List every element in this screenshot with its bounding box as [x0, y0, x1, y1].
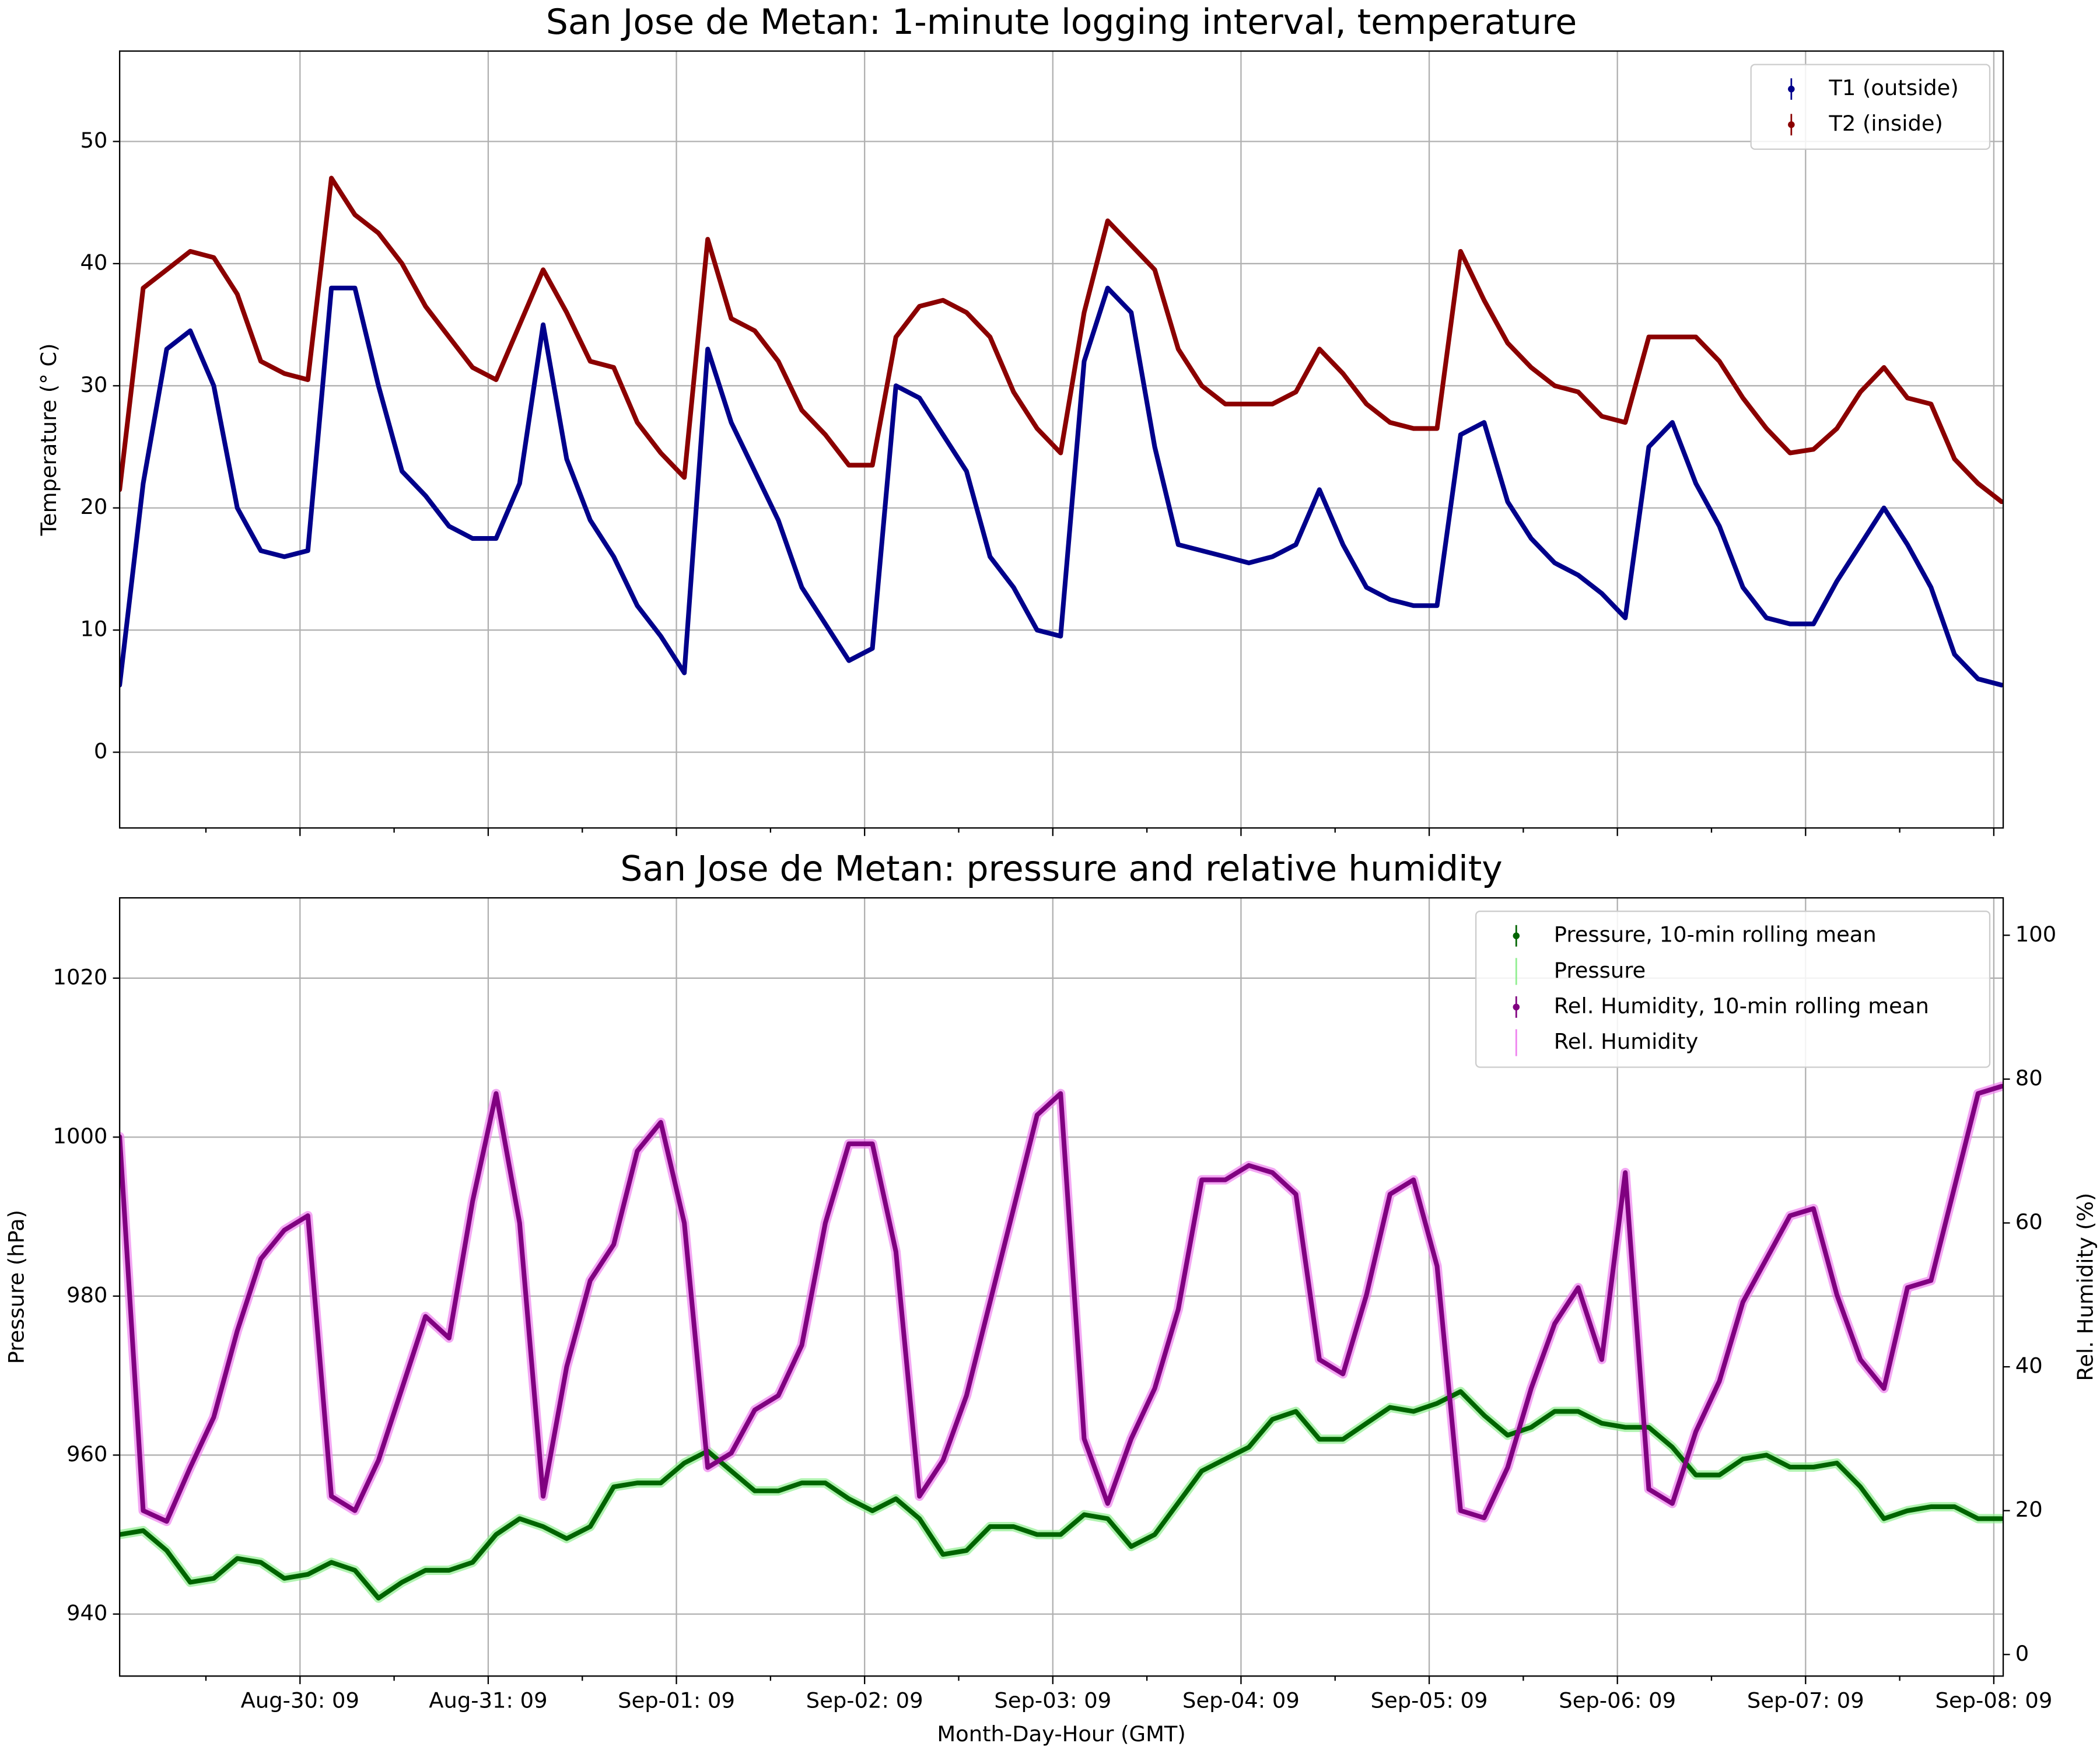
x-tick-label: Sep-04: 09: [1182, 1688, 1300, 1713]
legend-marker: [1788, 121, 1795, 128]
legend-marker: [1513, 1003, 1520, 1011]
legend-box: [1750, 64, 1991, 150]
x-tick-label: Sep-08: 09: [1936, 1688, 2053, 1713]
legend-label: Rel. Humidity: [1554, 1029, 1698, 1054]
y2-tick-label: 100: [2015, 922, 2056, 947]
x-tick-label: Sep-01: 09: [618, 1688, 735, 1713]
y2-tick-label: 80: [2015, 1065, 2043, 1090]
x-tick-label: Sep-05: 09: [1371, 1688, 1488, 1713]
legend-label: Pressure: [1554, 958, 1646, 983]
y-tick-label: 30: [80, 372, 107, 397]
y-tick-label: 1020: [53, 964, 108, 989]
chart-title: San Jose de Metan: pressure and relative…: [620, 849, 1502, 890]
y2-tick-label: 40: [2015, 1353, 2043, 1378]
y2-tick-label: 20: [2015, 1497, 2043, 1522]
x-tick-label: Sep-07: 09: [1747, 1688, 1864, 1713]
y-tick-label: 940: [66, 1600, 107, 1625]
y-tick-label: 50: [80, 128, 107, 153]
legend-label: T2 (inside): [1828, 111, 1943, 136]
y-tick-label: 10: [80, 617, 107, 642]
legend: Pressure, 10-min rolling mean Pressure Rel…: [1475, 911, 1991, 1068]
axes-frame: [118, 50, 2004, 829]
x-tick-label: Sep-03: 09: [994, 1688, 1111, 1713]
x-tick-label: Aug-31: 09: [429, 1688, 547, 1713]
y-tick-label: 0: [94, 738, 107, 764]
series-line: [120, 285, 2004, 688]
y-tick-label: 960: [66, 1441, 107, 1466]
y-tick-label: 980: [66, 1282, 107, 1307]
legend-label: Pressure, 10-min rolling mean: [1554, 922, 1877, 947]
legend-marker: [1788, 85, 1795, 93]
series-line: [120, 1084, 2004, 1524]
x-tick-label: Sep-02: 09: [806, 1688, 923, 1713]
y-axis-label: Pressure (hPa): [4, 1210, 29, 1364]
legend-label: Rel. Humidity, 10-min rolling mean: [1554, 993, 1929, 1019]
series-line: [120, 1389, 2004, 1601]
legend-box: [1475, 911, 1991, 1068]
x-tick-label: Aug-30: 09: [241, 1688, 359, 1713]
legend-marker: [1513, 932, 1520, 940]
axes-frame: [118, 897, 2004, 1677]
y-axis-label: Temperature (° C): [36, 344, 61, 537]
legend-label: T1 (outside): [1828, 75, 1958, 100]
y2-axis-label: Rel. Humidity (%): [2073, 1193, 2098, 1381]
y-tick-label: 40: [80, 250, 107, 275]
subplot: 0 10 20 30 40 50 San Jose de Metan: 1-minute l…: [36, 2, 2004, 836]
y-tick-label: 20: [80, 494, 107, 519]
y2-tick-label: 0: [2015, 1641, 2029, 1666]
y-tick-label: 1000: [53, 1124, 108, 1149]
chart-title: San Jose de Metan: 1-minute logging inte…: [546, 2, 1577, 43]
series-line: [120, 176, 2004, 505]
legend: T1 (outside) T2 (inside): [1750, 64, 1991, 150]
x-tick-label: Sep-06: 09: [1559, 1688, 1676, 1713]
y2-tick-label: 60: [2015, 1209, 2043, 1234]
x-axis-label: Month-Day-Hour (GMT): [937, 1721, 1185, 1746]
